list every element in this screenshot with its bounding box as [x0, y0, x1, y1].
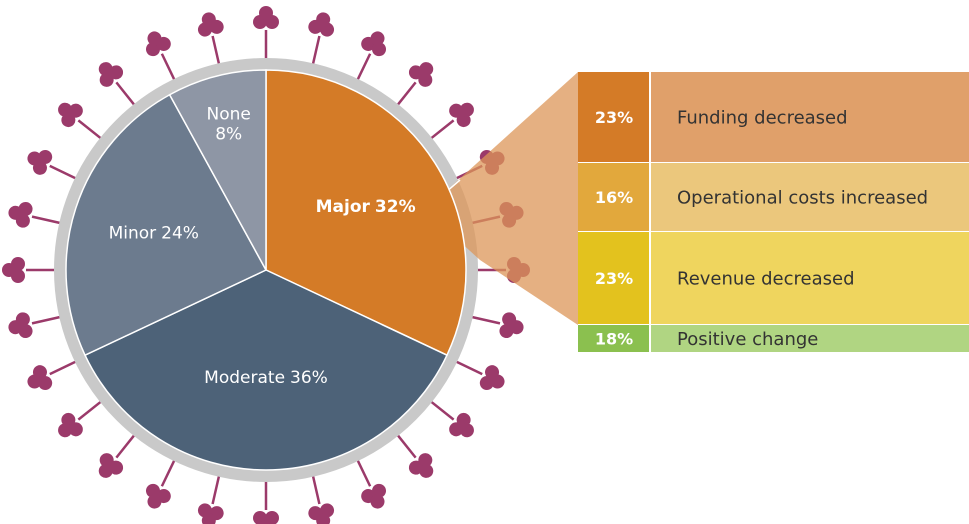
tree — [51, 95, 85, 130]
tree — [446, 410, 480, 445]
tree — [2, 257, 25, 283]
tree — [195, 10, 225, 38]
tree — [406, 55, 441, 89]
tree — [359, 27, 392, 59]
tree — [140, 27, 173, 59]
tree — [6, 311, 34, 341]
tree — [6, 199, 34, 229]
tree-leaf — [259, 6, 273, 20]
tree-stem — [116, 434, 135, 457]
tree — [195, 502, 225, 524]
tree — [307, 502, 337, 524]
row-label: Operational costs increased — [677, 188, 928, 209]
slice-category: None — [207, 105, 251, 125]
tree-stem — [162, 459, 175, 486]
tree — [253, 6, 279, 29]
tree — [307, 10, 337, 38]
tree-stem — [32, 217, 61, 224]
tree — [406, 450, 441, 484]
tree — [446, 95, 480, 130]
tree — [140, 481, 173, 513]
tree — [498, 311, 526, 341]
row-value: 23% — [595, 269, 633, 288]
tree-stem — [397, 82, 416, 105]
tree-stem — [313, 36, 320, 65]
slice-category: Moderate — [204, 368, 285, 388]
slice-value: 36% — [290, 368, 328, 388]
tree-stem — [162, 54, 175, 81]
tree-stem — [430, 120, 453, 139]
slice-category: Major — [316, 197, 371, 217]
row-value: 23% — [595, 108, 633, 127]
row-label: Revenue decreased — [677, 269, 855, 290]
slice-value: 8% — [215, 125, 242, 145]
tree-stem — [116, 82, 135, 105]
chart: 23% Funding decreased 16% Operational costs… — [0, 0, 969, 524]
tree-stem — [357, 459, 370, 486]
tree-stem — [357, 54, 370, 81]
tree-stem — [78, 120, 101, 139]
tree-stem — [32, 317, 61, 324]
tree-stem — [471, 317, 500, 324]
tree-stem — [213, 475, 220, 504]
tree — [91, 55, 126, 89]
row-value: 18% — [595, 330, 633, 349]
row-label: Positive change — [677, 329, 818, 350]
tree — [359, 481, 392, 513]
tree — [477, 363, 509, 396]
tree — [23, 144, 55, 177]
tree-stem — [313, 475, 320, 504]
tree — [51, 410, 85, 445]
slice-category: Minor — [109, 224, 157, 244]
tree-stem — [78, 401, 101, 420]
row-label: Funding decreased — [677, 108, 848, 129]
tree-stem — [213, 36, 220, 65]
tree-stem — [430, 401, 453, 420]
slice-value: 24% — [161, 224, 199, 244]
tree — [253, 511, 279, 524]
tree — [23, 363, 55, 396]
tree-stem — [455, 361, 482, 374]
tree-stem — [50, 361, 77, 374]
tree-stem — [397, 434, 416, 457]
row-value: 16% — [595, 188, 633, 207]
slice-value: 32% — [375, 197, 416, 217]
tree — [91, 450, 126, 484]
tree-stem — [50, 166, 77, 179]
tree-leaf — [2, 263, 16, 277]
